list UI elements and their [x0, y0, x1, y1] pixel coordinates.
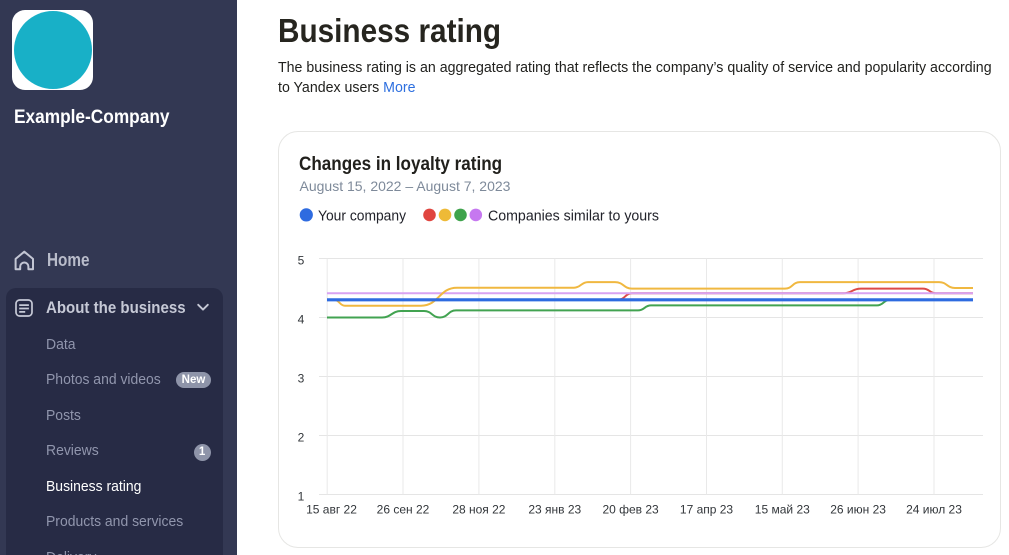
- svg-text:26 июн 23: 26 июн 23: [830, 503, 886, 517]
- svg-text:5: 5: [298, 253, 305, 267]
- svg-text:1: 1: [298, 489, 305, 503]
- svg-text:24 июл 23: 24 июл 23: [906, 503, 962, 517]
- svg-text:26 сен 22: 26 сен 22: [377, 503, 430, 517]
- svg-text:15 май 23: 15 май 23: [755, 503, 810, 517]
- svg-text:23 янв 23: 23 янв 23: [528, 503, 581, 517]
- svg-text:15 авг 22: 15 авг 22: [306, 503, 357, 517]
- svg-text:Your company: Your company: [318, 207, 406, 224]
- svg-text:28 ноя 22: 28 ноя 22: [452, 503, 505, 517]
- svg-text:2: 2: [298, 430, 305, 444]
- svg-text:20 фев 23: 20 фев 23: [602, 503, 659, 517]
- svg-text:Companies similar to yours: Companies similar to yours: [488, 207, 659, 224]
- svg-text:3: 3: [298, 371, 305, 385]
- svg-text:4: 4: [298, 312, 305, 326]
- svg-text:17 апр 23: 17 апр 23: [680, 503, 734, 517]
